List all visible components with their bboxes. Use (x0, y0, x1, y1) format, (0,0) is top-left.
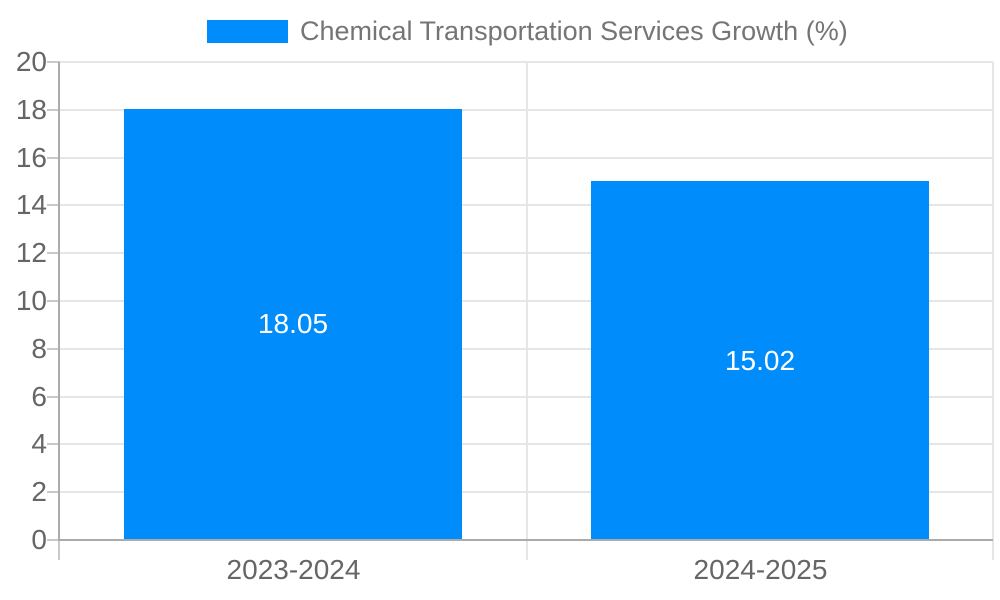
x-gridline (992, 62, 994, 560)
plot-area: 0 2 4 6 8 10 12 14 16 18 20 18.05 2023-2024 15.02 2024… (16, 48, 994, 584)
bar[interactable] (591, 181, 929, 540)
y-axis-tick (58, 540, 60, 560)
x-category-label: 2024-2025 (693, 554, 828, 585)
y-tick-label: 16 (15, 141, 47, 173)
y-tick-mark (47, 156, 60, 159)
legend-item[interactable]: Chemical Transportation Services Growth … (207, 16, 848, 47)
y-tick-mark (47, 300, 60, 302)
y-tick-mark (47, 539, 60, 541)
y-tick-label: 8 (31, 332, 47, 364)
y-tick-mark (47, 347, 60, 350)
x-axis-line (58, 539, 993, 541)
y-tick-mark (47, 491, 60, 494)
y-tick-label: 12 (15, 237, 47, 269)
y-tick-label: 0 (31, 524, 47, 555)
y-tick-mark (47, 61, 60, 63)
y-tick-mark (47, 443, 60, 446)
x-category-label: 2023-2024 (226, 554, 361, 585)
y-tick-mark (47, 108, 60, 111)
y-tick-label: 20 (15, 46, 47, 77)
y-tick-label: 14 (15, 189, 47, 221)
bar-value-label: 15.02 (724, 344, 796, 376)
y-tick-label: 10 (15, 285, 47, 316)
y-tick-label: 6 (31, 380, 47, 412)
y-tick-mark (47, 395, 60, 398)
y-tick-mark (47, 204, 60, 207)
y-tick-label: 4 (31, 428, 47, 460)
y-tick-label: 2 (31, 476, 47, 508)
y-axis-line (58, 62, 60, 540)
bar[interactable] (124, 108, 462, 540)
y-tick-mark (47, 252, 60, 255)
y-tick-label: 18 (15, 93, 47, 125)
legend-swatch (207, 20, 288, 43)
x-gridline (526, 62, 528, 560)
bar-value-label: 18.05 (257, 308, 329, 340)
legend-label: Chemical Transportation Services Growth … (300, 16, 848, 46)
